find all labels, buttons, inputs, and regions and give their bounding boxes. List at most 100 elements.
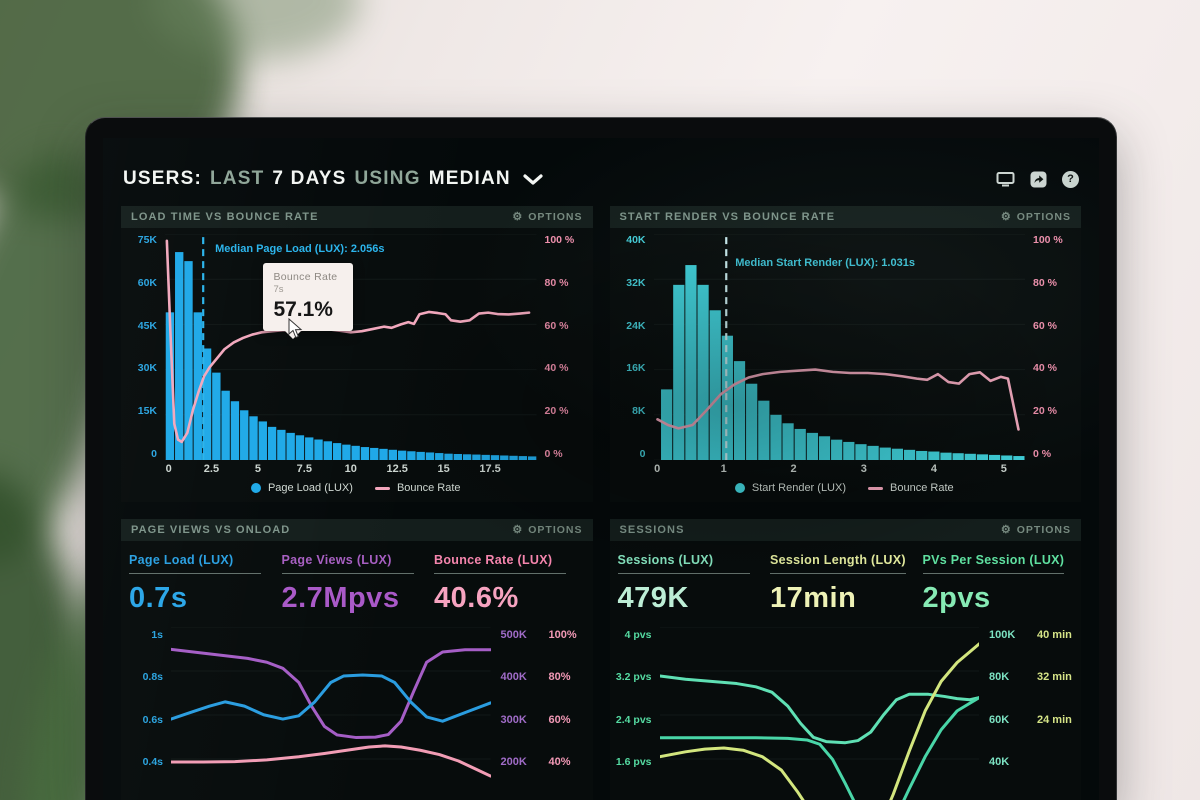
y-tick-label: 0 %	[1033, 447, 1052, 460]
legend-line-icon	[374, 486, 390, 490]
x-axis: 0 1 2 3 4 5	[654, 460, 1026, 476]
panel-header: PAGE VIEWS VS ONLOAD ⚙ OPTIONS	[121, 519, 593, 541]
dashboard-header: USERS: LAST 7 DAYS USING MEDIAN	[103, 138, 1099, 206]
y-tick-label: 2.4 pvs	[615, 713, 652, 726]
metric-value: 2pvs	[922, 582, 991, 614]
dashboard-title-dropdown[interactable]: USERS: LAST 7 DAYS USING MEDIAN	[123, 168, 543, 190]
laptop: USERS: LAST 7 DAYS USING MEDIAN	[85, 117, 1117, 800]
legend-label: Bounce Rate	[396, 482, 461, 494]
metric-strip: Page Load (LUX) 0.7s Page Views (LUX) 2.…	[121, 541, 593, 621]
panel-title: START RENDER VS BOUNCE RATE	[619, 211, 836, 223]
share-icon[interactable]	[1030, 171, 1047, 188]
y-tick-label: 40K	[626, 234, 646, 246]
legend-item[interactable]: Start Render (LUX)	[734, 482, 846, 494]
median-line-label: Median Start Render (LUX): 1.031s	[735, 256, 915, 269]
metric-page-views[interactable]: Page Views (LUX) 2.7Mpvs	[281, 551, 435, 615]
tooltip-title: Bounce Rate	[273, 271, 338, 284]
y-axis-left: 40K 32K 24K 16K 8K 0	[614, 234, 654, 460]
options-button[interactable]: ⚙ OPTIONS	[512, 211, 582, 223]
y-axis-right: 100K 40 min 80K 32 min 60K 24 min 40K	[979, 627, 1075, 800]
legend-item[interactable]: Bounce Rate	[868, 482, 954, 494]
options-button[interactable]: ⚙ OPTIONS	[1001, 211, 1071, 223]
chart-legend: Start Render (LUX) Bounce Rate	[614, 476, 1076, 500]
y-tick-label: 4 pvs	[624, 629, 652, 641]
panel-header: START RENDER VS BOUNCE RATE ⚙ OPTIONS	[609, 206, 1081, 228]
plot-area[interactable]: Median Page Load (LUX): 2.056s Bounce Ra…	[165, 234, 537, 460]
plot-area[interactable]	[660, 627, 980, 800]
options-button[interactable]: ⚙ OPTIONS	[1001, 524, 1071, 536]
plot-area[interactable]: Median Start Render (LUX): 1.031s	[654, 234, 1026, 460]
metric-page-load[interactable]: Page Load (LUX) 0.7s	[129, 551, 282, 615]
legend-label: Bounce Rate	[890, 482, 954, 494]
legend-dot-icon	[734, 483, 745, 493]
panel-title: LOAD TIME VS BOUNCE RATE	[131, 211, 319, 223]
title-segment: USING	[354, 168, 421, 189]
panel-sessions: SESSIONS ⚙ OPTIONS Sessions (LUX) 479K S…	[609, 519, 1082, 800]
y-tick-label: 0 %	[544, 447, 563, 460]
plot-area[interactable]	[171, 627, 491, 800]
metric-value: 17min	[770, 582, 857, 614]
axis-pair: 400K 80%	[500, 671, 571, 684]
median-line-label: Median Page Load (LUX): 2.056s	[215, 243, 385, 256]
metric-strip: Sessions (LUX) 479K Session Length (LUX)…	[610, 541, 1082, 621]
gear-icon: ⚙	[1000, 523, 1012, 536]
metric-label: Session Length (LUX)	[770, 553, 906, 574]
tooltip: Bounce Rate 7s 57.1%	[263, 263, 354, 340]
x-tick-label: 3	[860, 463, 867, 475]
gear-icon: ⚙	[1000, 210, 1012, 223]
y-tick-label: 0.4s	[142, 755, 163, 768]
metric-session-length[interactable]: Session Length (LUX) 17min	[770, 551, 923, 615]
y-tick-label: 15K	[137, 405, 157, 418]
metric-label: Page Load (LUX)	[129, 553, 261, 574]
axis-pair: 60K 24 min	[989, 713, 1072, 726]
y-tick-label: 20 %	[544, 405, 569, 418]
options-label: OPTIONS	[1016, 524, 1071, 536]
x-tick-label: 2.5	[203, 463, 220, 475]
x-tick-label: 10	[344, 463, 357, 475]
axis-pair: 40K	[989, 755, 1010, 768]
y-tick-label: 40 %	[1033, 362, 1057, 375]
metric-sessions[interactable]: Sessions (LUX) 479K	[617, 551, 771, 615]
x-tick-label: 0	[654, 463, 661, 475]
panel-grid: LOAD TIME VS BOUNCE RATE ⚙ OPTIONS 75K 60…	[121, 206, 1081, 800]
monitor-icon[interactable]	[996, 171, 1015, 187]
dashboard-screen: USERS: LAST 7 DAYS USING MEDIAN	[103, 138, 1099, 800]
title-segment: USERS:	[123, 168, 202, 189]
axis-pair: 500K 100%	[500, 629, 577, 641]
metric-value: 0.7s	[129, 582, 188, 614]
y-axis-left: 75K 60K 45K 30K 15K 0	[125, 234, 165, 460]
panel-header: LOAD TIME VS BOUNCE RATE ⚙ OPTIONS	[121, 206, 593, 228]
metric-bounce-rate[interactable]: Bounce Rate (LUX) 40.6%	[434, 551, 587, 615]
metric-label: Bounce Rate (LUX)	[434, 553, 566, 574]
y-tick-label: 0.6s	[142, 713, 163, 726]
header-icons: ?	[996, 170, 1079, 188]
x-axis: 0 2.5 5 7.5 10 12.5 15 17.5	[165, 460, 537, 476]
help-icon[interactable]: ?	[1062, 170, 1079, 188]
legend-line-icon	[868, 486, 884, 490]
panel-title: SESSIONS	[619, 524, 685, 536]
y-tick-label: 100 %	[1033, 234, 1063, 246]
axis-pair: 300K 60%	[500, 713, 571, 726]
x-tick-label: 17.5	[479, 463, 501, 475]
tooltip-arrow	[285, 331, 302, 340]
x-tick-label: 5	[1000, 463, 1007, 475]
y-axis-left: 1s 0.8s 0.6s 0.4s	[125, 627, 171, 800]
metric-pvs-per-session[interactable]: PVs Per Session (LUX) 2pvs	[922, 551, 1076, 615]
y-tick-label: 1s	[151, 629, 163, 641]
tooltip-subtitle: 7s	[273, 284, 284, 296]
options-button[interactable]: ⚙ OPTIONS	[512, 524, 582, 536]
title-segment: MEDIAN	[428, 168, 511, 189]
title-segment: 7 DAYS	[272, 168, 347, 189]
y-tick-label: 80 %	[544, 276, 569, 289]
y-tick-label: 16K	[626, 362, 646, 375]
y-axis-left: 4 pvs 3.2 pvs 2.4 pvs 1.6 pvs	[614, 627, 660, 800]
chart-legend: Page Load (LUX) Bounce Rate	[125, 476, 587, 500]
x-tick-label: 1	[720, 463, 727, 475]
mouse-cursor	[288, 317, 302, 338]
x-tick-label: 4	[930, 463, 938, 475]
legend-item[interactable]: Page Load (LUX)	[250, 482, 353, 494]
panel-load-time: LOAD TIME VS BOUNCE RATE ⚙ OPTIONS 75K 60…	[121, 206, 593, 502]
legend-item[interactable]: Bounce Rate	[374, 482, 461, 494]
y-tick-label: 0	[639, 447, 646, 460]
